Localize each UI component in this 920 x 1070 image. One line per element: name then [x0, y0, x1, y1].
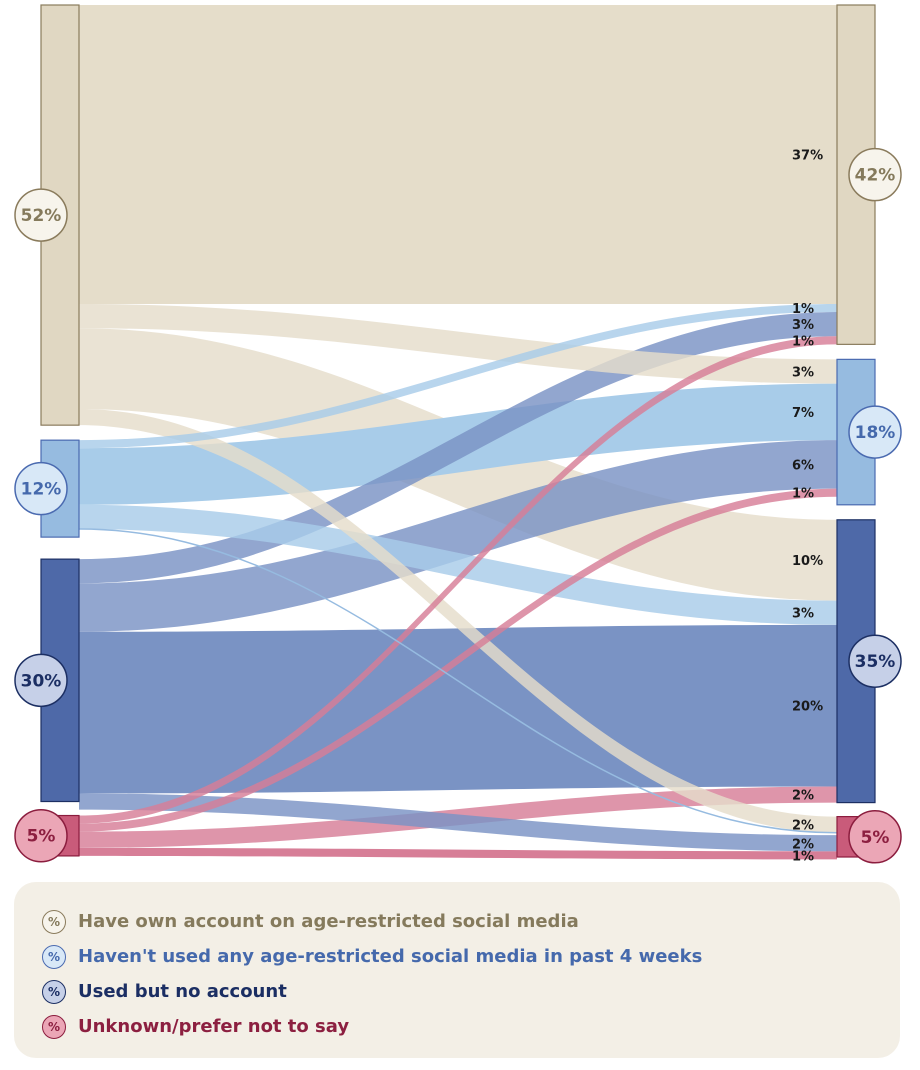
right-badge-unused [848, 405, 902, 459]
flow-unknown-to-own [79, 336, 837, 824]
percent-icon: % [42, 979, 66, 1004]
flow-label: 2% [792, 789, 814, 804]
left-value-label: 5% [27, 827, 56, 847]
flow-own-to-unused [79, 303, 837, 384]
right-value-label: 18% [855, 423, 896, 443]
flow-noacct-to-unknown [79, 793, 837, 852]
percent-icon: % [42, 1014, 66, 1039]
sankey-chart: 37%1%3%1%3%7%6%1%10%3%20%2%2%2%1%52%12%3… [14, 4, 902, 864]
left-value-label: 30% [21, 671, 62, 691]
legend-item-own: % Have own account on age-restricted soc… [42, 904, 872, 939]
legend-item-noacct: % Used but no account [42, 974, 872, 1009]
flow-label: 37% [792, 148, 823, 163]
left-value-label: 52% [21, 206, 62, 226]
left-badge-unknown [14, 808, 68, 863]
flow-label: 7% [792, 406, 814, 421]
flow-own-to-own [79, 5, 837, 304]
flow-label: 20% [792, 700, 823, 715]
nodes: 52% 12% 30% 5% 42% 18% 35% 5% [14, 4, 902, 864]
right-value-label: 5% [861, 828, 890, 848]
left-badge-own [14, 188, 68, 242]
legend-label: Haven't used any age-restricted social m… [78, 946, 703, 967]
flow-unknown-to-unknown [79, 847, 837, 860]
flow-noacct-to-noacct [79, 624, 837, 794]
flow-unused-to-noacct [79, 504, 837, 625]
flow-label: 6% [792, 458, 814, 473]
flow-noacct-to-unused [79, 440, 837, 632]
flow-labels: 37%1%3%1%3%7%6%1%10%3%20%2%2%2%1% [792, 148, 823, 864]
percent-icon: % [42, 944, 66, 969]
legend-item-unused: % Haven't used any age-restricted social… [42, 939, 872, 974]
legend-label: Unknown/prefer not to say [78, 1016, 350, 1037]
flow-label: 1% [792, 487, 814, 502]
flow-label: 3% [792, 365, 814, 380]
flows [78, 5, 838, 860]
right-badge-own [848, 147, 902, 202]
legend: % Have own account on age-restricted soc… [14, 882, 900, 1058]
flow-label: 1% [792, 334, 814, 349]
legend-label: Have own account on age-restricted socia… [78, 911, 579, 932]
flow-label: 1% [792, 849, 814, 864]
left-value-label: 12% [21, 480, 62, 500]
flow-label: 2% [792, 837, 814, 852]
flow-label: 1% [792, 302, 814, 317]
percent-icon: % [42, 909, 66, 934]
flow-label: 2% [792, 819, 814, 834]
left-badge-noacct [14, 653, 68, 708]
flow-unused-to-unknown [78, 528, 838, 834]
right-value-label: 42% [855, 166, 896, 186]
flow-label: 3% [792, 318, 814, 333]
flow-unused-to-own [79, 303, 837, 449]
right-value-label: 35% [855, 652, 896, 672]
flow-label: 3% [792, 607, 814, 622]
right-badge-unknown [848, 810, 902, 864]
left-badge-unused [14, 461, 68, 516]
flow-noacct-to-own [79, 312, 837, 584]
flow-unknown-to-unused [79, 488, 837, 832]
legend-item-unknown: % Unknown/prefer not to say [42, 1009, 872, 1044]
legend-label: Used but no account [78, 981, 287, 1002]
right-badge-noacct [848, 634, 902, 688]
flow-label: 10% [792, 554, 823, 569]
flow-own-to-unknown [79, 409, 837, 833]
